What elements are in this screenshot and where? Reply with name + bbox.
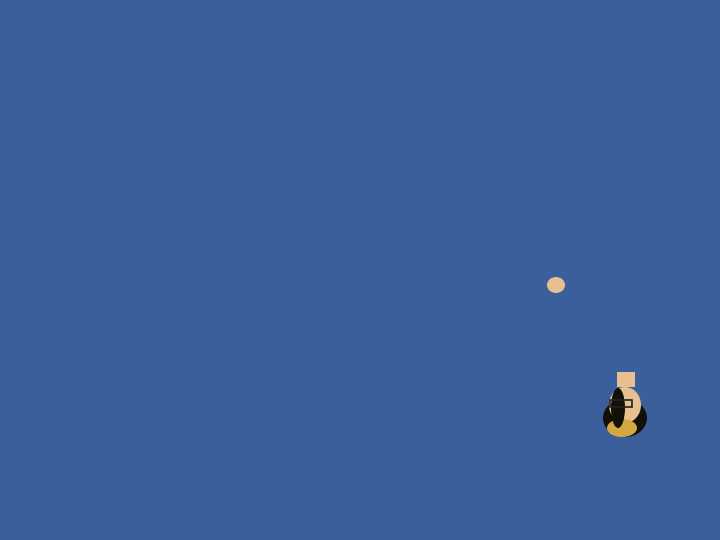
Bar [28,514,46,532]
Bar [460,255,555,256]
Text: FUNC  2: FUNC 2 [295,418,338,428]
Text: 0.6284206E-01: 0.6284206E-01 [305,286,386,296]
Text: 0.1867977: 0.1867977 [155,316,211,326]
Text: 18-27: 18-27 [675,530,706,540]
Text: -0.6952264E-01: -0.6952264E-01 [155,306,243,316]
Bar [617,372,635,387]
Ellipse shape [611,388,625,428]
Text: 2.44578: 2.44578 [170,215,214,225]
Text: -0.40479: -0.40479 [170,225,220,235]
Bar [28,496,46,514]
Text: Group: Group [80,246,112,256]
Text: FUNC  2: FUNC 2 [310,246,354,256]
Text: -0.6197148E-01: -0.6197148E-01 [305,326,392,336]
Text: 0.45362*: 0.45362* [295,377,345,387]
Text: -0.65867: -0.65867 [310,225,360,235]
Text: Table 18.5 cont.: Table 18.5 cont. [32,462,168,477]
Text: 0.1542658: 0.1542658 [155,326,211,336]
Text: 0.14899: 0.14899 [155,377,199,387]
Text: functions (variables ordered by size of correlation within function): functions (variables ordered by size of … [14,432,359,442]
Text: 0.2612652: 0.2612652 [305,306,361,316]
Text: 0.41847: 0.41847 [310,235,354,245]
FancyBboxPatch shape [485,348,580,414]
Text: Canonical discriminant functions evaluated at group means (group centroids): Canonical discriminant functions evaluat… [14,258,500,268]
Text: AGE: AGE [14,367,32,377]
FancyBboxPatch shape [455,246,560,262]
Bar [460,252,555,253]
Bar [10,496,28,514]
Bar [610,400,632,407]
Bar [470,302,550,308]
Text: 0.16576: 0.16576 [155,367,199,377]
Bar [460,249,555,250]
Bar [12,466,26,480]
Text: INCOME: INCOME [14,326,52,336]
Text: VACATION: VACATION [14,306,64,316]
Text: AGE: AGE [14,286,32,296]
Text: -2.04100: -2.04100 [170,235,220,245]
Ellipse shape [607,419,637,437]
Ellipse shape [609,387,641,423]
Text: Unstandardized canonical discriminant function coefficients: Unstandardized canonical discriminant fu… [14,349,390,359]
FancyBboxPatch shape [475,334,590,422]
Text: 0.85556*: 0.85556* [155,407,205,417]
Text: INCOME: INCOME [14,407,52,417]
Text: Pooled within-groups correlations between discriminating variables and canonical: Pooled within-groups correlations betwee… [14,442,510,452]
Text: -0.1265334: -0.1265334 [155,296,217,306]
Text: 1: 1 [102,235,108,245]
Text: TRAVEL: TRAVEL [14,316,52,326]
Bar [495,314,570,322]
Text: FUNC  1: FUNC 1 [155,418,199,428]
Text: FUNC  1: FUNC 1 [155,337,199,347]
Text: TRAVEL: TRAVEL [14,377,52,387]
Text: Structure Matrix:: Structure Matrix: [14,454,122,464]
Text: -0.27833: -0.27833 [295,407,345,417]
Text: 0.1002796: 0.1002796 [305,296,361,306]
Text: 3: 3 [102,215,108,225]
Text: 2: 2 [102,225,108,235]
Text: 0.24020: 0.24020 [310,215,354,225]
Ellipse shape [603,399,647,437]
Text: HSIZE: HSIZE [14,296,45,306]
Text: 0.5928055E-01: 0.5928055E-01 [155,286,236,296]
Text: FUNC  1: FUNC 1 [170,246,214,256]
Text: 0.34079*: 0.34079* [295,367,345,377]
Text: 0.07749: 0.07749 [295,397,338,407]
Bar [520,322,545,334]
Text: 0.4223430: 0.4223430 [305,316,361,326]
Text: -3.791600: -3.791600 [305,276,361,286]
Text: Results of Three-Group Discriminant Analysis: Results of Three-Group Discriminant Anal… [52,493,694,517]
Text: FUNC  2: FUNC 2 [305,337,348,347]
Text: HSIZE: HSIZE [14,397,45,407]
Ellipse shape [547,277,565,293]
Text: VACATION: VACATION [14,387,64,397]
Text: -11.09442: -11.09442 [155,276,211,286]
Bar [460,258,555,259]
Text: 0.19319*: 0.19319* [155,397,205,407]
FancyBboxPatch shape [8,8,711,460]
FancyBboxPatch shape [460,270,560,330]
Bar [470,290,550,296]
Text: Contd.: Contd. [670,4,706,14]
Text: 0.58829*: 0.58829* [295,387,345,397]
Text: 0.21935: 0.21935 [155,387,199,397]
Bar [10,514,28,532]
Bar [10,496,28,514]
Text: (constant): (constant) [14,276,76,286]
Bar [470,314,550,320]
